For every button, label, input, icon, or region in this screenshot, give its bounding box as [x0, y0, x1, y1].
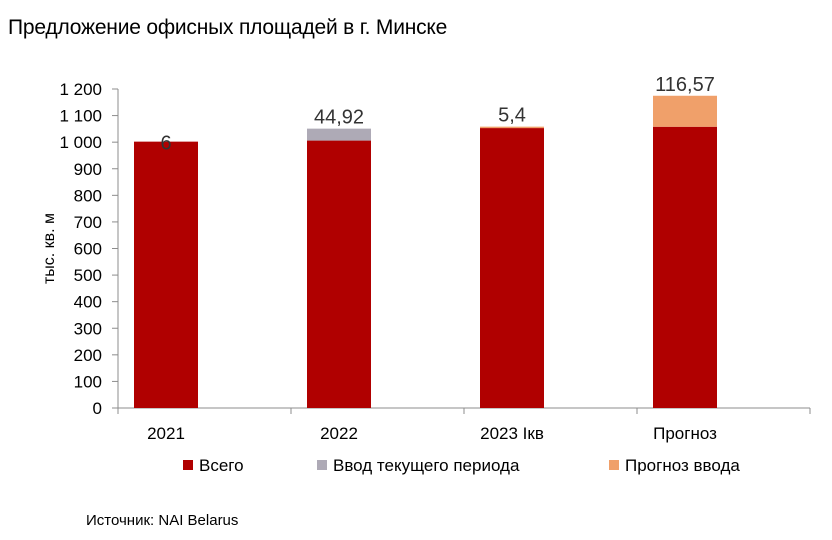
y-tick-label: 900	[74, 160, 102, 179]
legend-label: Всего	[199, 456, 244, 475]
y-tick-label: 1 200	[59, 80, 102, 99]
y-tick-label: 700	[74, 213, 102, 232]
data-label: 5,4	[498, 105, 526, 127]
data-label: 6	[160, 133, 171, 155]
x-tick-label: Прогноз	[653, 424, 717, 443]
y-tick-label: 100	[74, 372, 102, 391]
bar-forecast-input	[653, 95, 717, 127]
legend-label: Ввод текущего периода	[333, 456, 520, 475]
bar-total	[480, 128, 544, 408]
y-tick-label: 1 000	[59, 133, 102, 152]
x-tick-label: 2021	[147, 424, 185, 443]
x-tick-label: 2023 Iкв	[480, 424, 544, 443]
y-axis-title: тыс. кв. м	[41, 213, 58, 284]
source-note: Источник: NAI Belarus	[86, 512, 239, 529]
bar-forecast-input	[480, 126, 544, 129]
x-tick-label: 2022	[320, 424, 358, 443]
legend-swatch	[609, 460, 619, 470]
y-tick-label: 0	[93, 399, 102, 418]
bar-total	[134, 141, 198, 408]
legend-label: Прогноз ввода	[625, 456, 740, 475]
bar-current-input	[307, 128, 371, 141]
legend-swatch	[317, 460, 327, 470]
y-tick-label: 200	[74, 346, 102, 365]
data-label: 116,57	[655, 74, 715, 96]
legend-swatch	[183, 460, 193, 470]
y-tick-label: 800	[74, 186, 102, 205]
chart-data-labels: 6 44,92 5,4 116,57	[160, 74, 714, 155]
chart-legend: Всего Ввод текущего периода Прогноз ввода	[183, 456, 740, 475]
y-tick-label: 300	[74, 319, 102, 338]
data-label: 44,92	[314, 107, 364, 129]
y-tick-label: 500	[74, 266, 102, 285]
chart-title: Предложение офисных площадей в г. Минске	[8, 16, 448, 39]
bar-total	[307, 140, 371, 409]
y-tick-label: 1 100	[59, 107, 102, 126]
chart-bars	[134, 95, 717, 409]
chart-axes: 0 100 200 300 400 500 600 700 800 900 1 000 1 100 1 …	[41, 80, 811, 443]
bar-total	[653, 126, 717, 408]
y-tick-label: 400	[74, 293, 102, 312]
y-tick-label: 600	[74, 240, 102, 259]
